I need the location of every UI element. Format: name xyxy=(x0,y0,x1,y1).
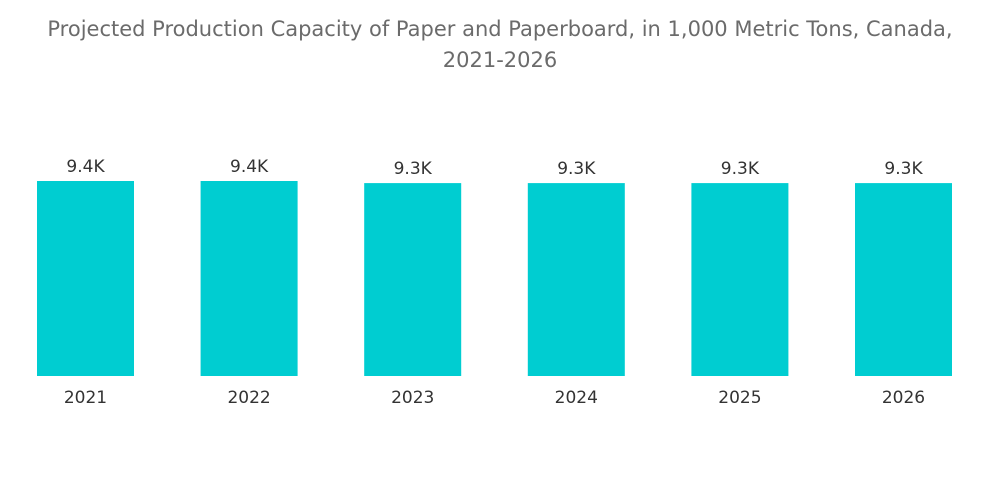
chart-title-line-1: Projected Production Capacity of Paper a… xyxy=(47,17,953,41)
x-tick-label-2022: 2022 xyxy=(227,388,270,408)
x-tick-label-2021: 2021 xyxy=(64,388,107,408)
data-label-2023: 9.3K xyxy=(394,159,433,179)
data-label-2022: 9.4K xyxy=(230,157,269,177)
bar-2023 xyxy=(364,183,462,376)
chart-title-line-2: 2021-2026 xyxy=(442,48,558,72)
data-label-2026: 9.3K xyxy=(884,159,923,179)
data-label-2024: 9.3K xyxy=(557,159,596,179)
x-tick-label-2023: 2023 xyxy=(391,388,434,408)
bar-2021 xyxy=(37,181,134,376)
x-tick-label-2026: 2026 xyxy=(882,388,925,408)
bar-2024 xyxy=(527,183,625,376)
chart-title: Projected Production Capacity of Paper a… xyxy=(0,14,1000,76)
x-tick-label-2024: 2024 xyxy=(555,388,598,408)
x-tick-label-2025: 2025 xyxy=(718,388,761,408)
bar-2026 xyxy=(855,183,952,376)
bar-2025 xyxy=(691,183,789,376)
data-label-2021: 9.4K xyxy=(66,157,105,177)
data-label-2025: 9.3K xyxy=(721,159,760,179)
bar-2022 xyxy=(200,181,298,376)
